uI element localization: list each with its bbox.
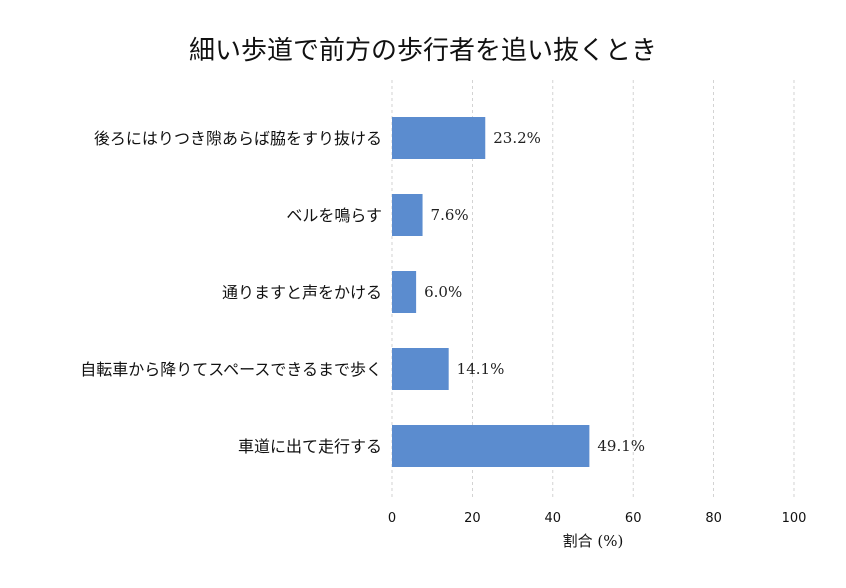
x-tick-label: 60 [625, 511, 642, 526]
x-tick-label: 20 [464, 511, 481, 526]
category-label: 通りますと声をかける [222, 283, 382, 302]
category-label: 自転車から降りてスペースできるまで歩く [80, 360, 382, 379]
value-label: 7.6% [431, 206, 469, 224]
x-axis-ticks: 0 20 40 60 80 100 [388, 511, 807, 526]
labels: 後ろにはりつき隙あらば脇をすり抜ける 23.2% ベルを鳴らす 7.6% 通りますと声を… [80, 129, 645, 456]
bar [392, 271, 417, 313]
value-label: 14.1% [457, 360, 505, 378]
x-tick-label: 0 [388, 511, 396, 526]
category-label: 車道に出て走行する [238, 437, 382, 456]
chart-title: 細い歩道で前方の歩行者を追い抜くとき [188, 36, 657, 66]
x-tick-label: 40 [545, 511, 562, 526]
bar [392, 117, 486, 159]
x-tick-label: 100 [782, 511, 807, 526]
bars [392, 117, 590, 467]
x-tick-label: 80 [705, 511, 722, 526]
value-label: 49.1% [597, 437, 645, 455]
bar [392, 194, 423, 236]
category-label: 後ろにはりつき隙あらば脇をすり抜ける [94, 129, 382, 148]
category-label: ベルを鳴らす [286, 206, 382, 225]
bar [392, 425, 590, 467]
value-label: 23.2% [493, 129, 541, 147]
bar [392, 348, 449, 390]
value-label: 6.0% [424, 283, 462, 301]
x-axis-title: 割合 (%) [563, 532, 624, 550]
